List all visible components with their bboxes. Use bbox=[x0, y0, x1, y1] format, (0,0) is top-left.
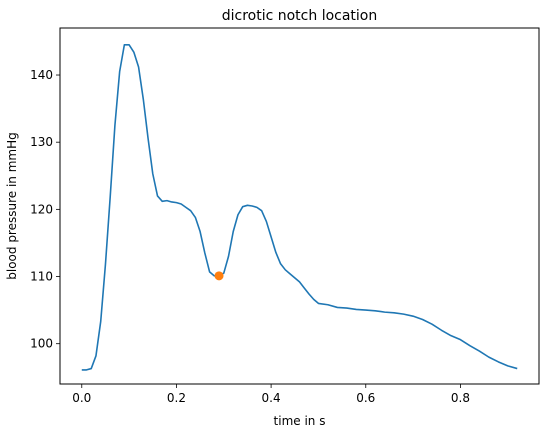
y-tick-label: 140 bbox=[30, 68, 53, 82]
chart-title: dicrotic notch location bbox=[222, 8, 378, 24]
x-axis-label: time in s bbox=[274, 414, 326, 428]
series-line-0 bbox=[81, 43, 518, 371]
x-axis: 0.0 0.2 0.4 0.6 0.8 bbox=[72, 384, 470, 405]
y-axis: 100 110 120 130 140 bbox=[30, 68, 60, 351]
y-axis-label: blood pressure in mmHg bbox=[5, 132, 19, 280]
dicrotic-notch-point bbox=[214, 271, 224, 281]
y-tick-label: 100 bbox=[30, 337, 53, 351]
x-tick-label: 0.2 bbox=[167, 391, 186, 405]
x-tick-label: 0.0 bbox=[72, 391, 91, 405]
x-tick-label: 0.6 bbox=[356, 391, 375, 405]
y-tick-label: 110 bbox=[30, 270, 53, 284]
y-tick-label: 130 bbox=[30, 135, 53, 149]
x-tick-label: 0.4 bbox=[262, 391, 281, 405]
x-tick-label: 0.8 bbox=[451, 391, 470, 405]
plot-area bbox=[81, 43, 518, 371]
plot-frame bbox=[59, 27, 540, 385]
y-tick-label: 120 bbox=[30, 202, 53, 216]
